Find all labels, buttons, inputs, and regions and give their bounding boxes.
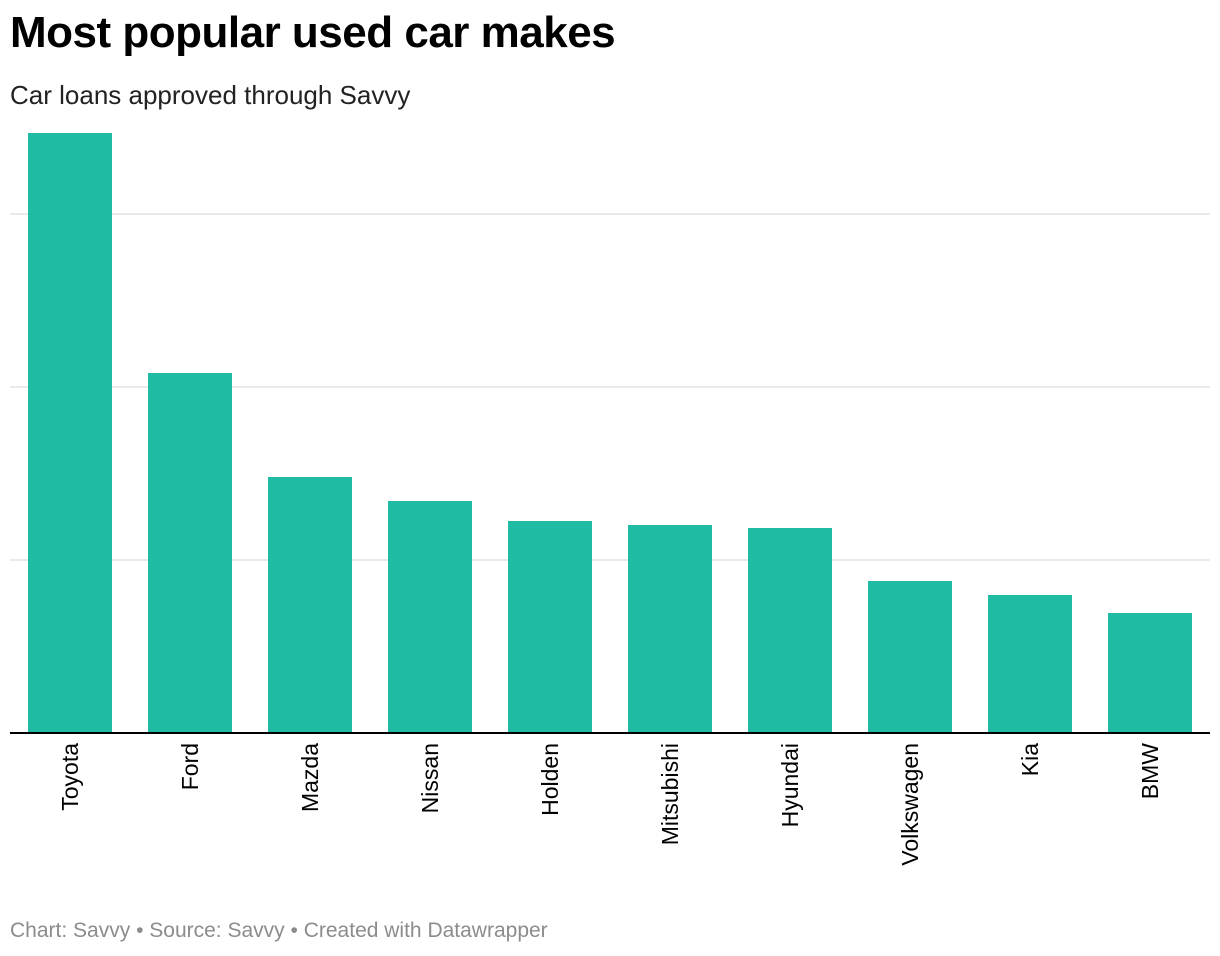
footer-separator: •: [136, 919, 144, 942]
bar-kia: [988, 595, 1072, 733]
footer-separator: •: [290, 919, 298, 942]
category-label: Holden: [537, 743, 563, 816]
category-label: Hyundai: [777, 743, 803, 827]
bar-bmw: [1108, 613, 1192, 733]
bar-mitsubishi: [628, 525, 712, 733]
category-label: Mazda: [297, 743, 323, 812]
category-label: Ford: [177, 743, 203, 790]
category-label: Nissan: [417, 743, 443, 813]
category-labels: Toyota Ford Mazda Nissan Holden Mitsubishi Hyu…: [57, 743, 1163, 866]
category-label: Kia: [1017, 743, 1043, 776]
chart-footer: Chart: Savvy • Source: Savvy • Created w…: [10, 919, 548, 943]
bars: [28, 133, 1192, 733]
bar-nissan: [388, 501, 472, 733]
category-label: Toyota: [57, 743, 83, 811]
bar-ford: [148, 373, 232, 733]
chart-title: Most popular used car makes: [10, 8, 616, 57]
chart-subtitle: Car loans approved through Savvy: [10, 80, 411, 110]
bar-mazda: [268, 477, 352, 733]
footer-tool-credit: Created with Datawrapper: [303, 919, 548, 942]
bar-volkswagen: [868, 581, 952, 733]
bar-holden: [508, 521, 592, 733]
footer-chart-credit: Chart: Savvy: [10, 919, 131, 942]
bar-toyota: [28, 133, 112, 733]
bar-hyundai: [748, 528, 832, 733]
category-label: Volkswagen: [897, 743, 923, 866]
category-label: Mitsubishi: [657, 743, 683, 845]
category-label: BMW: [1137, 743, 1163, 800]
footer-source-credit: Source: Savvy: [149, 919, 285, 942]
